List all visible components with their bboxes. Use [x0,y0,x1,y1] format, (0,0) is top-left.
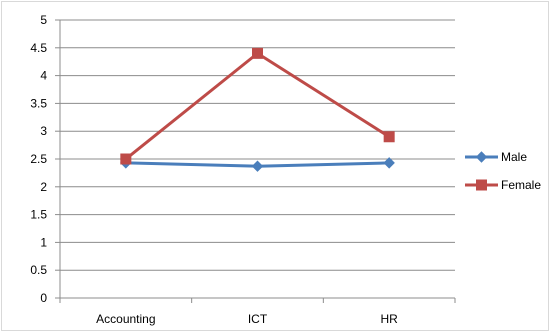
y-tick-label: 2.5 [30,152,47,166]
y-tick-label: 1.5 [30,208,47,222]
y-tick-label: 5 [40,13,47,27]
legend-marker-male [475,151,488,163]
data-point-female [383,131,395,143]
series-line-female [124,51,391,161]
y-tick-label: 3.5 [30,96,47,110]
legend-label-male: Male [501,150,527,164]
data-point-female [252,47,263,59]
legend-label-female: Female [501,178,541,192]
y-tick-label: 0.5 [30,263,47,277]
y-tick-label: 3 [40,124,47,138]
y-tick-label: 2 [40,180,47,194]
data-point-male [251,160,264,172]
legend-marker-female [476,179,487,191]
y-tick-label: 0 [40,291,47,305]
x-tick-label: HR [380,312,398,326]
data-point-female [120,153,132,165]
y-tick-label: 1 [40,235,47,249]
y-tick-label: 4.5 [30,41,47,55]
x-tick-label: Accounting [96,312,155,326]
x-tick-label: ICT [248,312,268,326]
data-point-male [383,157,395,169]
y-tick-label: 4 [40,69,47,83]
